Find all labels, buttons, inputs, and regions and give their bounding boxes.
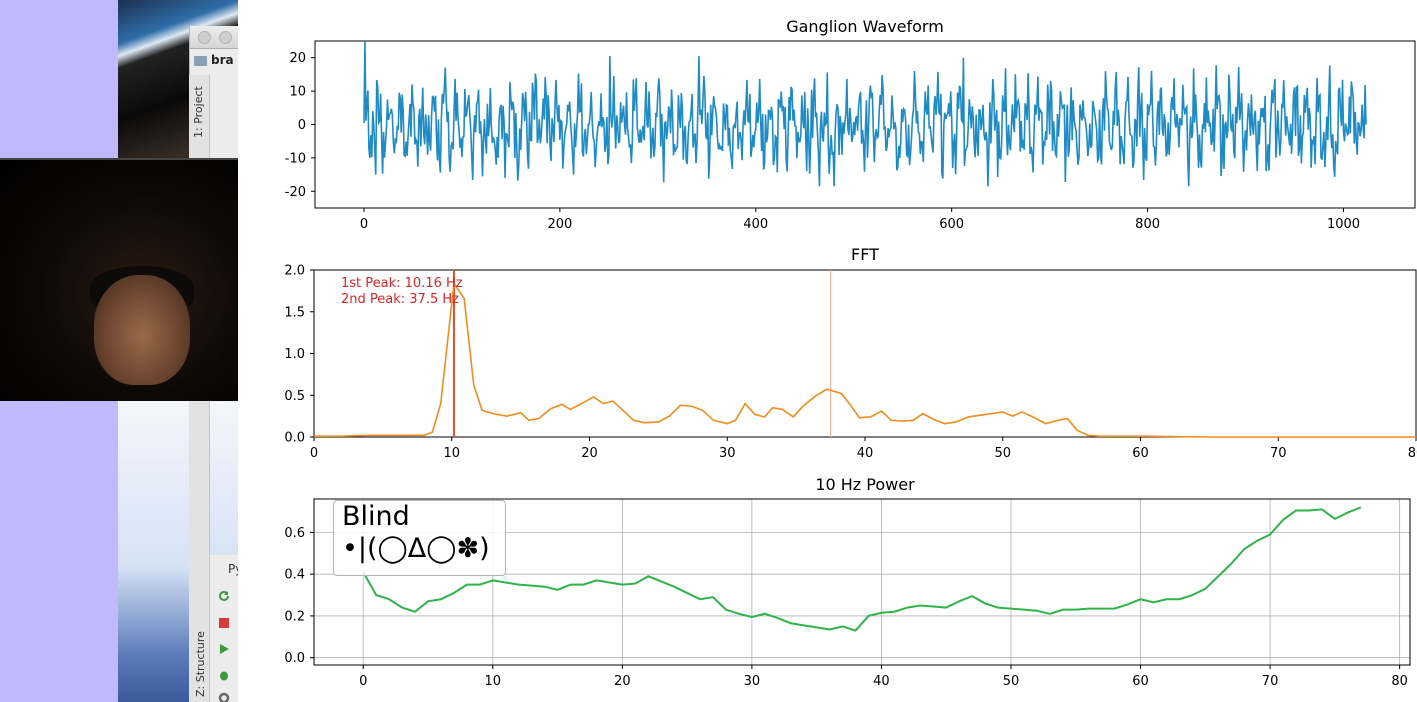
y-tick-label: 0.5 bbox=[284, 389, 305, 404]
x-tick-label: 0 bbox=[360, 217, 368, 232]
ide-tool-stripe: 1: Project bbox=[189, 75, 210, 158]
y-tick-label: 1.0 bbox=[284, 347, 305, 362]
x-tick-label: 200 bbox=[547, 217, 572, 232]
y-tick-label: 10 bbox=[289, 85, 306, 100]
x-tick-label: 40 bbox=[857, 446, 874, 461]
power-line bbox=[362, 506, 1362, 632]
fft-spectrum-line bbox=[314, 281, 1416, 438]
settings-icon[interactable] bbox=[218, 692, 230, 702]
x-tick-label: 60 bbox=[1132, 446, 1149, 461]
ide-tool-stripe-bottom: Z: Structure bbox=[189, 401, 210, 702]
webcam-video bbox=[0, 158, 238, 405]
x-tick-label: 600 bbox=[939, 217, 964, 232]
y-tick-label: 1.5 bbox=[284, 305, 305, 320]
y-tick-label: -20 bbox=[285, 185, 306, 200]
fft-peak2-label: 2nd Peak: 37.5 Hz bbox=[341, 292, 459, 307]
y-tick-label: 0.4 bbox=[284, 568, 305, 583]
y-tick-label: 2.0 bbox=[284, 264, 305, 279]
desktop-wallpaper-top bbox=[0, 0, 118, 158]
x-tick-label: 80 bbox=[1391, 674, 1408, 689]
x-tick-label: 30 bbox=[719, 446, 736, 461]
status-label: Blind bbox=[342, 501, 410, 532]
y-tick-label: 0 bbox=[298, 118, 306, 133]
structure-tool-tab[interactable]: Z: Structure bbox=[194, 631, 207, 697]
power-title: 10 Hz Power bbox=[815, 475, 915, 494]
x-tick-label: 1000 bbox=[1327, 217, 1360, 232]
waveform-line bbox=[363, 40, 1367, 187]
window-minimize-button[interactable] bbox=[219, 31, 232, 44]
x-tick-label: 40 bbox=[873, 674, 890, 689]
stop-icon[interactable] bbox=[218, 617, 230, 629]
x-tick-label: 70 bbox=[1270, 446, 1287, 461]
matplotlib-figure: 0 200 400 600 800 1000 -20 -10 0 10 20 0 10 20 30 40 50 6… bbox=[238, 0, 1417, 702]
ide-titlebar bbox=[190, 26, 238, 49]
y-tick-label: 0.0 bbox=[284, 651, 305, 666]
project-tool-tab[interactable]: 1: Project bbox=[192, 86, 205, 138]
console-tab-label[interactable]: Py bbox=[228, 562, 238, 576]
x-tick-label: 0 bbox=[310, 446, 318, 461]
x-tick-label: 10 bbox=[485, 674, 502, 689]
x-tick-label: 400 bbox=[743, 217, 768, 232]
x-tick-label: 50 bbox=[1003, 674, 1020, 689]
run-icon[interactable] bbox=[218, 643, 230, 655]
y-tick-label: 0.6 bbox=[284, 526, 305, 541]
debug-icon[interactable] bbox=[218, 669, 230, 681]
webcam-person-face bbox=[94, 275, 190, 385]
status-legend-box: Blind •|(◯Δ◯✽) bbox=[333, 500, 506, 576]
axes-frame bbox=[313, 498, 1411, 666]
fft-peak1-label: 1st Peak: 10.16 Hz bbox=[341, 276, 463, 291]
y-tick-label: -10 bbox=[285, 151, 306, 166]
x-tick-label: 20 bbox=[614, 674, 631, 689]
x-tick-label: 70 bbox=[1262, 674, 1279, 689]
desktop-wallpaper-bottom bbox=[0, 401, 118, 702]
rerun-icon[interactable] bbox=[218, 590, 230, 602]
window-close-button[interactable] bbox=[198, 31, 211, 44]
waveform-title: Ganglion Waveform bbox=[786, 17, 944, 36]
y-tick-label: 0.2 bbox=[284, 609, 305, 624]
fft-title: FFT bbox=[851, 245, 879, 264]
x-tick-label: 0 bbox=[359, 674, 367, 689]
x-tick-label: 800 bbox=[1135, 217, 1160, 232]
y-tick-label: 20 bbox=[289, 51, 306, 66]
folder-icon bbox=[194, 55, 207, 66]
ide-breadcrumb[interactable]: bra bbox=[190, 49, 238, 67]
axes-frame bbox=[313, 269, 1417, 438]
x-tick-label: 30 bbox=[744, 674, 761, 689]
x-tick-label: 10 bbox=[443, 446, 460, 461]
x-tick-label: 60 bbox=[1132, 674, 1149, 689]
x-tick-label: 20 bbox=[581, 446, 598, 461]
y-tick-label: 0.0 bbox=[284, 431, 305, 446]
desktop-background-left: bra 1: Project Z: Structure Py bbox=[0, 0, 238, 702]
breadcrumb-label: bra bbox=[211, 53, 234, 67]
x-tick-label: 50 bbox=[994, 446, 1011, 461]
status-emoticon: •|(◯Δ◯✽) bbox=[342, 533, 490, 564]
x-tick-label: 80 bbox=[1408, 446, 1417, 461]
